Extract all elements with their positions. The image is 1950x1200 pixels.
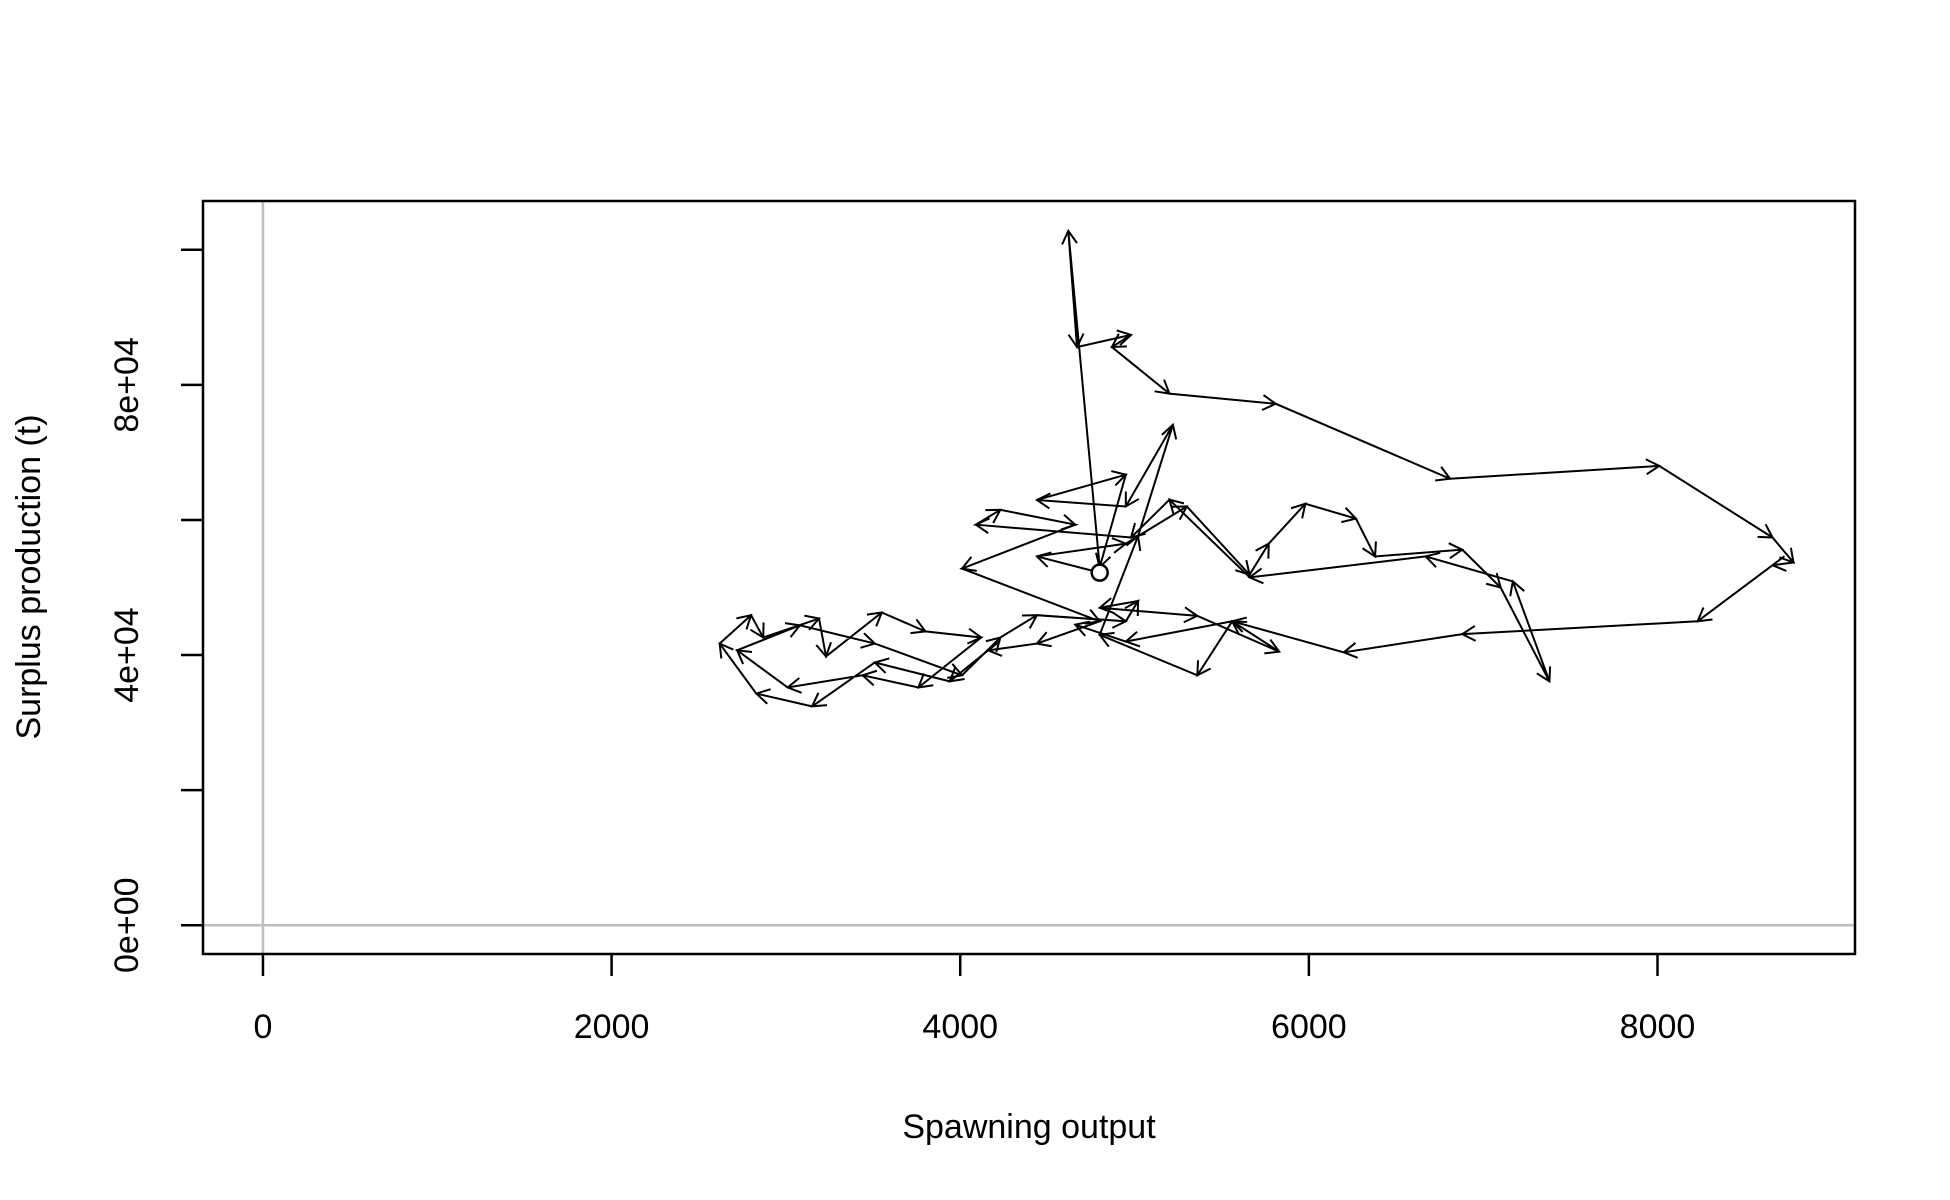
- y-axis-title: Surplus production (t): [10, 414, 48, 739]
- x-axis-title: Spawning output: [902, 1108, 1156, 1146]
- arrowhead: [1695, 607, 1713, 623]
- arrowhead: [1509, 579, 1525, 597]
- arrowhead: [1171, 505, 1189, 521]
- arrowhead: [1435, 466, 1452, 482]
- arrowhead: [910, 618, 928, 635]
- arrowhead: [872, 657, 890, 674]
- x-tick-label: 2000: [574, 1008, 650, 1046]
- arrowhead: [1021, 614, 1039, 629]
- arrowhead: [1097, 631, 1115, 648]
- arrowhead: [1448, 542, 1465, 559]
- arrowhead: [1183, 606, 1200, 624]
- arrowhead: [785, 677, 803, 694]
- arrowhead: [1129, 522, 1146, 539]
- arrowhead: [754, 688, 771, 705]
- arrowhead: [1035, 631, 1052, 648]
- arrowhead: [1060, 514, 1078, 531]
- arrowhead: [1423, 551, 1441, 568]
- arrowhead: [718, 641, 734, 659]
- arrowhead: [815, 641, 832, 659]
- arrowhead: [985, 636, 1002, 653]
- arrowhead: [1124, 599, 1140, 617]
- arrowhead: [1645, 458, 1662, 476]
- arrowhead: [749, 622, 765, 640]
- arrowhead: [985, 508, 1003, 524]
- arrowhead: [1125, 534, 1142, 552]
- arrowhead: [1536, 666, 1552, 684]
- arrowhead: [1167, 498, 1185, 515]
- arrowhead: [1061, 228, 1078, 245]
- arrowhead: [860, 632, 877, 649]
- arrowhead: [1067, 333, 1085, 350]
- arrowhead: [1111, 470, 1128, 487]
- arrowhead: [1111, 612, 1128, 629]
- arrowhead: [1485, 572, 1503, 589]
- y-tick-label: 8e+04: [108, 337, 146, 433]
- arrowhead: [960, 556, 977, 572]
- arrowhead: [736, 613, 753, 630]
- x-tick-label: 4000: [922, 1008, 998, 1046]
- arrowhead: [1034, 551, 1052, 568]
- x-tick-label: 8000: [1620, 1008, 1696, 1046]
- arrowhead: [967, 627, 984, 645]
- arrowhead: [1290, 502, 1307, 519]
- arrowhead: [804, 614, 821, 631]
- plot-frame: [201, 199, 1857, 956]
- arrowhead: [1084, 609, 1102, 625]
- y-tick-label: 0e+00: [108, 877, 146, 973]
- arrowhead: [1264, 639, 1282, 655]
- arrowhead: [1770, 555, 1787, 572]
- arrowhead: [1034, 492, 1051, 510]
- arrowhead: [1154, 379, 1171, 395]
- arrowhead: [810, 692, 828, 708]
- arrowhead: [973, 517, 990, 535]
- arrowhead: [1757, 523, 1775, 539]
- y-tick-label: 4e+04: [108, 607, 146, 703]
- x-tick-label: 6000: [1271, 1008, 1347, 1046]
- arrowhead: [948, 667, 965, 683]
- arrowhead: [860, 669, 878, 687]
- arrowhead: [1341, 507, 1358, 524]
- arrowhead: [1779, 547, 1795, 565]
- arrowhead: [1247, 567, 1264, 585]
- start-point: [1090, 563, 1109, 582]
- arrowhead: [986, 640, 1003, 657]
- arrowhead: [947, 663, 964, 679]
- arrowhead: [866, 611, 884, 627]
- arrowhead: [1361, 541, 1377, 559]
- arrowhead: [1230, 616, 1247, 633]
- arrowhead: [916, 673, 934, 689]
- arrowhead: [1460, 625, 1477, 642]
- arrowhead: [1161, 422, 1178, 440]
- arrowhead: [1110, 333, 1127, 349]
- arrowhead: [1255, 541, 1270, 559]
- arrowhead: [784, 622, 802, 638]
- arrowhead: [1111, 537, 1128, 554]
- trajectory: [718, 230, 1796, 708]
- arrowhead: [1073, 620, 1091, 637]
- arrowhead: [1234, 559, 1251, 577]
- arrowhead: [1123, 630, 1141, 648]
- arrowhead: [1196, 660, 1212, 677]
- arrowhead: [1124, 491, 1140, 509]
- arrowhead: [1261, 394, 1278, 411]
- arrowhead: [1097, 597, 1115, 614]
- arrowhead: [735, 649, 753, 665]
- arrowhead: [1341, 642, 1359, 659]
- arrowhead: [1116, 329, 1134, 346]
- x-tick-label: 0: [254, 1008, 273, 1046]
